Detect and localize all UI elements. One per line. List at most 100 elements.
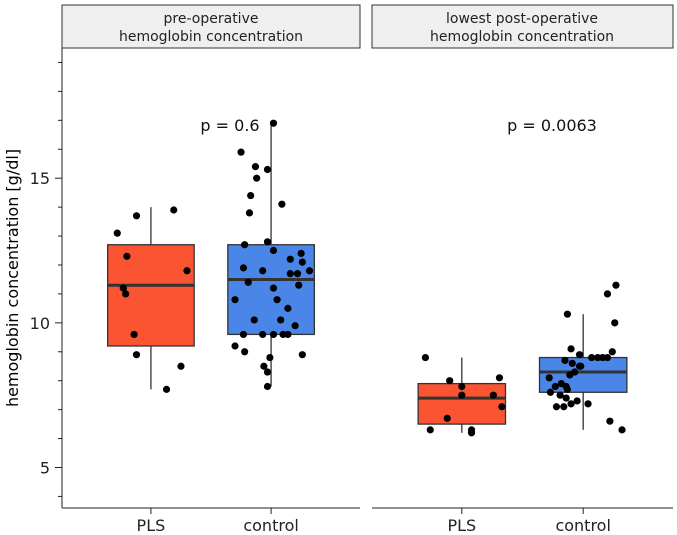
data-point xyxy=(284,304,292,312)
data-point xyxy=(177,362,185,370)
data-point xyxy=(608,348,616,356)
data-point xyxy=(241,241,249,249)
data-point xyxy=(584,400,592,408)
data-point xyxy=(562,394,570,402)
data-point xyxy=(498,403,506,411)
data-point xyxy=(122,290,130,298)
data-point xyxy=(489,391,497,399)
data-point xyxy=(551,382,559,391)
data-point xyxy=(297,249,305,258)
data-point xyxy=(495,374,504,382)
data-point xyxy=(575,362,584,370)
data-point xyxy=(247,191,255,200)
data-point xyxy=(123,252,131,260)
data-point xyxy=(273,296,281,304)
data-point xyxy=(567,345,575,353)
data-point xyxy=(162,385,171,393)
data-point xyxy=(277,316,285,324)
x-tick-label: control xyxy=(243,516,298,535)
data-point xyxy=(183,267,191,275)
data-point xyxy=(611,319,619,327)
data-point xyxy=(573,397,581,405)
data-point xyxy=(244,278,252,286)
box-pls xyxy=(107,244,195,347)
data-point xyxy=(556,391,564,399)
y-axis: 5 10 15 xyxy=(30,48,63,508)
data-point xyxy=(606,417,614,425)
data-point xyxy=(561,356,569,365)
panel-post-operative: lowest post-operative hemoglobin concent… xyxy=(371,4,674,535)
strip-header xyxy=(371,4,674,49)
data-point xyxy=(269,330,278,339)
data-point xyxy=(563,385,572,393)
data-point xyxy=(245,209,254,217)
data-point xyxy=(269,119,278,127)
strip-title-line-2: hemoglobin concentration xyxy=(119,29,303,45)
p-value-label: p = 0.6 xyxy=(200,116,259,135)
data-point xyxy=(266,353,274,362)
data-point xyxy=(269,284,278,292)
data-point xyxy=(251,163,260,171)
data-point xyxy=(260,362,268,370)
data-point xyxy=(305,267,314,275)
data-point xyxy=(545,374,553,382)
data-point xyxy=(588,353,596,362)
y-tick-label: 10 xyxy=(30,314,50,333)
data-point xyxy=(295,281,303,289)
data-point xyxy=(421,353,430,362)
data-point xyxy=(241,348,249,356)
data-point xyxy=(563,310,572,318)
data-point xyxy=(263,382,272,391)
data-point xyxy=(259,267,267,275)
data-point xyxy=(263,165,272,174)
data-point xyxy=(263,368,272,376)
data-point xyxy=(284,330,292,339)
data-point xyxy=(269,246,278,255)
data-point xyxy=(567,400,575,408)
x-tick-label: PLS xyxy=(137,516,166,535)
x-tick-label: PLS xyxy=(447,516,476,535)
data-point xyxy=(286,255,294,263)
panel-marks: PLS control xyxy=(62,119,360,535)
data-point xyxy=(278,200,286,208)
data-point xyxy=(250,316,258,324)
x-tick-label: control xyxy=(555,516,610,535)
panel-pre-operative: pre-operative hemoglobin concentration p… xyxy=(61,4,361,535)
data-point xyxy=(259,330,267,339)
data-point xyxy=(560,403,568,411)
data-point xyxy=(458,391,466,399)
data-point xyxy=(119,284,127,292)
data-point xyxy=(170,206,178,214)
panel-marks: PLS control xyxy=(372,281,673,535)
data-point xyxy=(253,174,261,182)
data-point xyxy=(426,426,434,434)
data-point xyxy=(263,238,272,246)
strip-title-line-1: lowest post-operative xyxy=(446,11,598,27)
data-point xyxy=(291,322,299,330)
data-point xyxy=(467,429,476,437)
data-point xyxy=(293,270,302,278)
data-point xyxy=(612,281,620,289)
data-point xyxy=(239,330,248,339)
data-point xyxy=(231,342,239,350)
data-point xyxy=(568,359,576,367)
strip-title-line-1: pre-operative xyxy=(164,11,259,27)
data-point xyxy=(603,290,612,298)
data-point xyxy=(446,377,454,385)
strip-header xyxy=(61,4,361,49)
data-point xyxy=(575,351,584,359)
data-point xyxy=(571,368,579,376)
data-point xyxy=(286,270,294,278)
y-tick-label: 5 xyxy=(40,458,50,477)
data-point xyxy=(113,229,121,237)
data-point xyxy=(132,212,141,220)
data-point xyxy=(552,403,561,411)
y-tick-label: 15 xyxy=(30,169,50,188)
data-point xyxy=(239,264,248,272)
strip-title-line-2: hemoglobin concentration xyxy=(430,29,614,45)
data-point xyxy=(298,258,306,266)
data-point xyxy=(298,351,306,359)
data-point xyxy=(130,330,138,339)
data-point xyxy=(237,148,245,156)
